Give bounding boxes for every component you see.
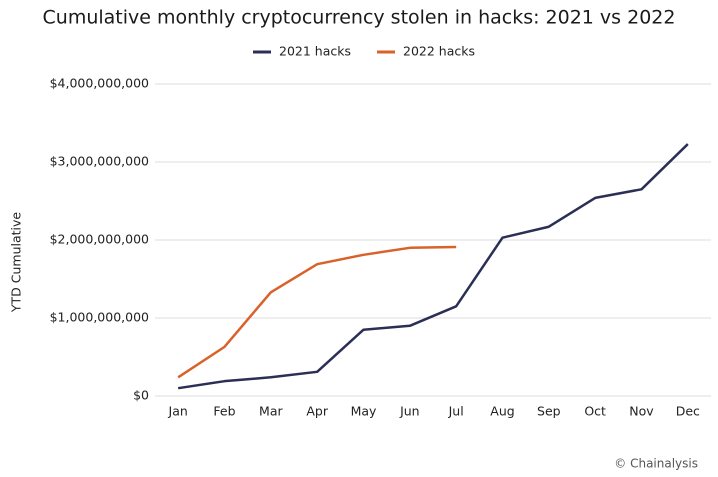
legend-label: 2022 hacks <box>403 44 475 59</box>
x-tick-label: Apr <box>306 404 328 419</box>
x-tick-label: Jan <box>168 404 188 419</box>
x-tick-label: Sep <box>537 404 561 419</box>
y-tick-label: $2,000,000,000 <box>50 232 149 247</box>
chart-title: Cumulative monthly cryptocurrency stolen… <box>43 7 676 29</box>
source: © Chainalysis <box>614 457 698 471</box>
series-line <box>177 245 457 379</box>
y-tick-label: $4,000,000,000 <box>50 76 149 91</box>
x-tick-label: Dec <box>676 404 700 419</box>
y-tick-label: $1,000,000,000 <box>50 310 149 325</box>
y-axis-label: YTD Cumulative <box>9 212 24 314</box>
x-tick-label: Mar <box>259 404 283 419</box>
x-tick-label: May <box>351 404 377 419</box>
x-tick-label: Jun <box>399 404 420 419</box>
x-tick-label: Oct <box>584 404 606 419</box>
x-tick-label: Nov <box>629 404 654 419</box>
legend-label: 2021 hacks <box>279 44 351 59</box>
x-tick-label: Jul <box>448 404 464 419</box>
series-line <box>177 143 689 390</box>
x-tick-label: Feb <box>213 404 235 419</box>
y-tick-label: $0 <box>133 388 149 403</box>
x-tick-label: Aug <box>490 404 514 419</box>
y-tick-label: $3,000,000,000 <box>50 154 149 169</box>
